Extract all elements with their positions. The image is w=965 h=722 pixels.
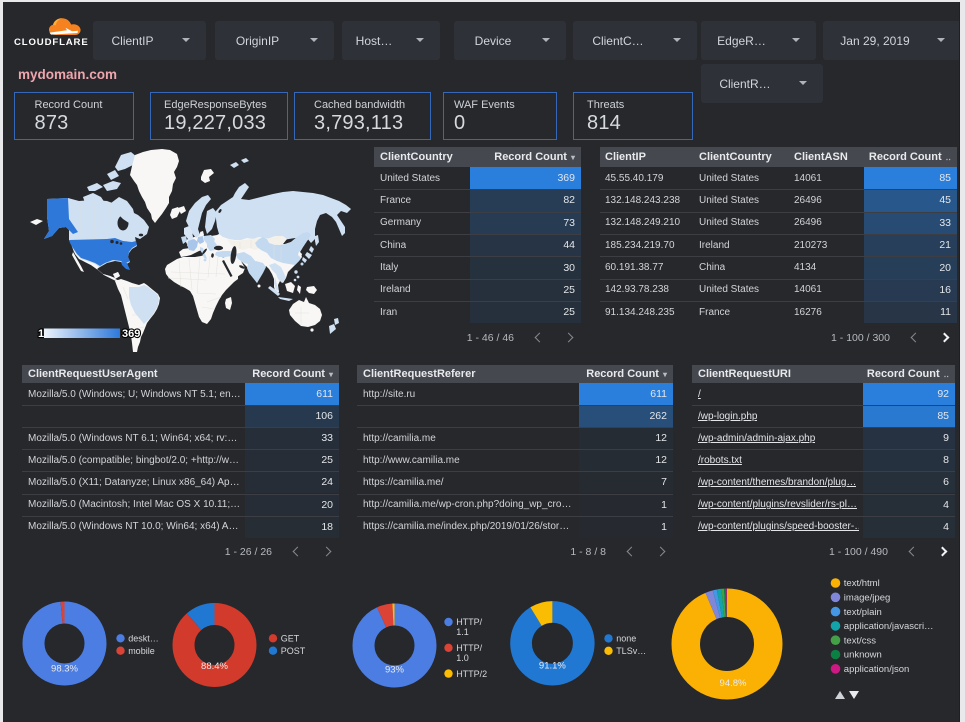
svg-text:1.1: 1.1 bbox=[456, 627, 469, 637]
svg-text:mobile: mobile bbox=[128, 646, 155, 656]
svg-text:1: 1 bbox=[38, 328, 44, 340]
svg-text:GET: GET bbox=[281, 634, 300, 644]
svg-text:TLSv…: TLSv… bbox=[616, 646, 646, 656]
svg-text:HTTP/2: HTTP/2 bbox=[456, 669, 487, 679]
svg-text:text/html: text/html bbox=[844, 578, 880, 589]
svg-text:text/plain: text/plain bbox=[844, 607, 882, 618]
svg-text:none: none bbox=[616, 634, 636, 644]
svg-text:text/css: text/css bbox=[844, 635, 876, 646]
svg-text:deskt…: deskt… bbox=[128, 634, 159, 644]
svg-text:369: 369 bbox=[122, 328, 140, 340]
svg-text:POST: POST bbox=[281, 646, 306, 656]
svg-text:HTTP/: HTTP/ bbox=[456, 643, 482, 653]
svg-text:application/json: application/json bbox=[844, 664, 910, 675]
svg-text:98.3%: 98.3% bbox=[51, 664, 78, 675]
svg-text:94.8%: 94.8% bbox=[720, 678, 747, 689]
svg-text:unknown: unknown bbox=[844, 650, 882, 661]
svg-text:image/jpeg: image/jpeg bbox=[844, 593, 890, 604]
svg-text:88.4%: 88.4% bbox=[201, 661, 228, 672]
svg-text:HTTP/: HTTP/ bbox=[456, 617, 482, 627]
svg-text:1.0: 1.0 bbox=[456, 653, 469, 663]
svg-text:application/javascri…: application/javascri… bbox=[844, 621, 934, 632]
svg-text:93%: 93% bbox=[385, 665, 405, 676]
svg-text:91.1%: 91.1% bbox=[539, 660, 566, 671]
svg-text:CLOUDFLARE: CLOUDFLARE bbox=[14, 37, 89, 48]
